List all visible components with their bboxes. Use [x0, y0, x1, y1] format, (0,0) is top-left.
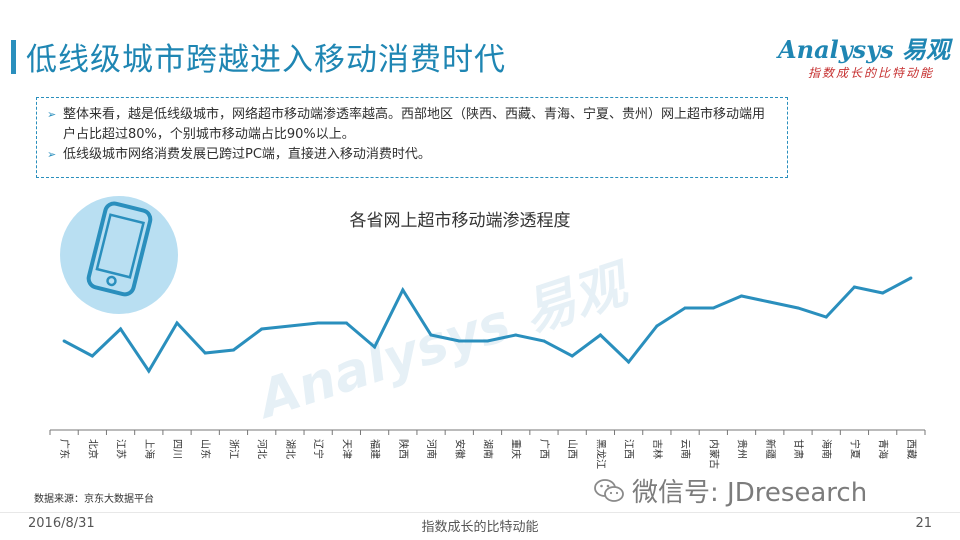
data-point: [373, 345, 377, 349]
data-point: [881, 291, 885, 295]
footer-date: 2016/8/31: [28, 516, 95, 531]
data-point: [796, 306, 800, 310]
x-tick-label: 江西: [623, 439, 635, 459]
title-accent-bar: [11, 40, 16, 74]
data-point: [62, 339, 66, 343]
x-tick-label: 天津: [340, 439, 352, 459]
data-point: [119, 327, 123, 331]
data-point: [711, 306, 715, 310]
footer-tagline: 指数成长的比特动能: [421, 520, 539, 535]
analysys-logo: Analysys 易观 指数成长的比特动能: [778, 30, 950, 84]
data-point: [429, 333, 433, 337]
data-point: [740, 294, 743, 298]
x-tick-label: 江苏: [115, 439, 128, 459]
smartphone-icon: [86, 201, 153, 297]
data-point: [232, 348, 235, 352]
x-tick-label: 重庆: [510, 439, 523, 459]
x-tick-label: 河南: [425, 439, 438, 459]
x-tick-label: 青海: [877, 439, 890, 459]
data-point: [824, 315, 828, 319]
x-tick-label: 河北: [256, 439, 268, 459]
data-point: [203, 351, 207, 355]
data-point: [852, 285, 856, 289]
x-tick-label: 云南: [679, 439, 692, 459]
x-tick-label: 湖南: [482, 439, 495, 459]
footer-divider: [0, 512, 960, 513]
x-tick-label: 四川: [171, 439, 182, 459]
x-tick-label: 宁夏: [848, 439, 861, 459]
x-tick-label: 甘肃: [792, 439, 805, 459]
data-point: [655, 324, 659, 328]
arrow-bullet-icon: ➢: [47, 108, 57, 121]
page-number: 21: [915, 516, 932, 531]
x-tick-label: 吉林: [651, 439, 664, 459]
x-tick-label: 新疆: [764, 439, 777, 459]
chart-title: 各省网上超市移动端渗透程度: [349, 211, 571, 231]
data-point: [683, 306, 687, 310]
data-point: [344, 321, 348, 325]
data-point: [909, 276, 913, 280]
x-tick-label: 辽宁: [312, 439, 325, 459]
data-point: [175, 321, 179, 325]
data-point: [90, 354, 94, 358]
summary-box: ➢ 整体来看，越是低线级城市，网络超市移动端渗透率越高。西部地区（陕西、西藏、青…: [36, 97, 788, 178]
x-tick-label: 湖北: [284, 439, 296, 459]
summary-bullet: ➢ 整体来看，越是低线级城市，网络超市移动端渗透率越高。西部地区（陕西、西藏、青…: [47, 105, 777, 145]
x-tick-label: 山东: [199, 439, 212, 459]
data-point: [598, 333, 602, 337]
data-point: [768, 300, 772, 304]
data-point: [542, 339, 546, 343]
data-point: [570, 354, 574, 358]
data-point: [288, 324, 292, 328]
x-tick-label: 北京: [86, 439, 99, 459]
x-tick-label: 黑龙江: [594, 439, 607, 469]
x-tick-label: 贵州: [736, 439, 749, 459]
x-tick-label: 安徽: [453, 439, 466, 459]
summary-bullet: ➢ 低线级城市网络消费发展已跨过PC端，直接进入移动消费时代。: [47, 145, 777, 165]
logo-text: Analysys 易观: [778, 35, 951, 64]
summary-bullet-text: 整体来看，越是低线级城市，网络超市移动端渗透率越高。西部地区（陕西、西藏、青海、…: [63, 107, 766, 142]
summary-bullet-text: 低线级城市网络消费发展已跨过PC端，直接进入移动消费时代。: [63, 147, 431, 162]
series-line: [63, 276, 912, 374]
wechat-watermark: 微信号: JDresearch: [594, 472, 867, 509]
data-point: [401, 288, 405, 292]
data-point: [486, 339, 489, 343]
phone-illustration: [60, 196, 178, 314]
data-point: [260, 327, 264, 331]
x-tick-label: 内蒙古: [707, 439, 720, 469]
data-source-note: 数据来源：京东大数据平台: [34, 494, 154, 505]
x-tick-label: 广东: [58, 439, 71, 459]
data-point: [514, 333, 518, 337]
data-point: [457, 339, 461, 343]
arrow-bullet-icon: ➢: [47, 148, 57, 161]
x-tick-label: 陕西: [397, 439, 410, 459]
x-tick-label: 西藏: [905, 439, 917, 459]
logo-tagline: 指数成长的比特动能: [807, 66, 934, 80]
wechat-id: 微信号: JDresearch: [632, 478, 868, 508]
x-tick-label: 海南: [820, 439, 833, 459]
x-tick-label: 广西: [538, 439, 550, 459]
page-title: 低线级城市跨越进入移动消费时代: [26, 42, 506, 78]
data-point: [627, 360, 631, 364]
data-point: [147, 369, 151, 373]
x-tick-label: 浙江: [228, 439, 240, 459]
data-point: [316, 321, 320, 325]
x-tick-label: 山西: [566, 439, 578, 459]
wechat-icon: [594, 478, 624, 502]
x-tick-label: 上海: [143, 439, 156, 459]
x-tick-label: 福建: [369, 439, 382, 459]
